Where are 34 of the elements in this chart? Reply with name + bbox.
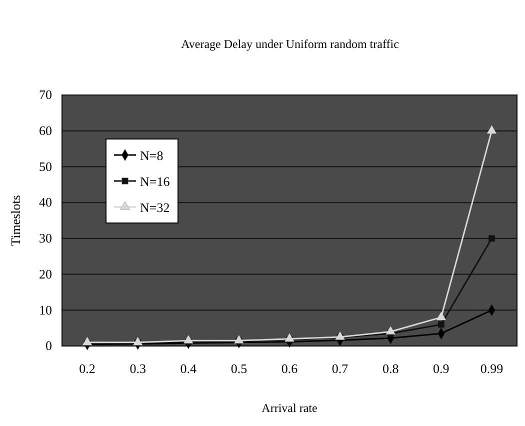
- legend-label: N=16: [140, 174, 170, 189]
- x-tick-label: 0.9: [433, 361, 450, 376]
- y-tick-label: 30: [39, 230, 52, 246]
- y-tick-label: 40: [39, 194, 52, 210]
- y-tick-label: 20: [39, 266, 52, 282]
- point: [82, 336, 92, 346]
- x-tick-label: 0.6: [281, 361, 298, 376]
- point: [488, 235, 495, 242]
- chart-title: Average Delay under Uniform random traffic: [181, 37, 399, 51]
- y-tick-label: 60: [39, 123, 52, 138]
- x-tick-label: 0.4: [180, 361, 198, 376]
- point: [184, 335, 194, 344]
- point: [438, 321, 444, 328]
- legend-label: N=8: [140, 148, 164, 163]
- x-tick-label: 0.3: [130, 361, 146, 376]
- x-axis-title: Arrival rate: [262, 401, 318, 415]
- point: [234, 335, 244, 344]
- point: [486, 125, 497, 134]
- y-tick-label: 0: [46, 338, 52, 354]
- legend-label: N=32: [140, 200, 170, 215]
- point: [133, 336, 143, 346]
- y-tick-label: 50: [39, 158, 52, 174]
- y-tick-label: 70: [39, 87, 52, 102]
- y-tick-label: 10: [39, 302, 52, 318]
- x-tick-label: 0.8: [382, 361, 399, 376]
- x-tick-label: 0.2: [79, 361, 96, 376]
- x-tick-label: 0.7: [332, 361, 349, 376]
- point: [284, 333, 294, 342]
- point: [436, 312, 446, 320]
- point: [386, 326, 396, 334]
- point: [335, 331, 345, 340]
- y-axis-title: Timeslots: [8, 195, 23, 246]
- x-tick-label: 0.5: [230, 361, 248, 376]
- x-tick-label: 0.99: [480, 361, 504, 376]
